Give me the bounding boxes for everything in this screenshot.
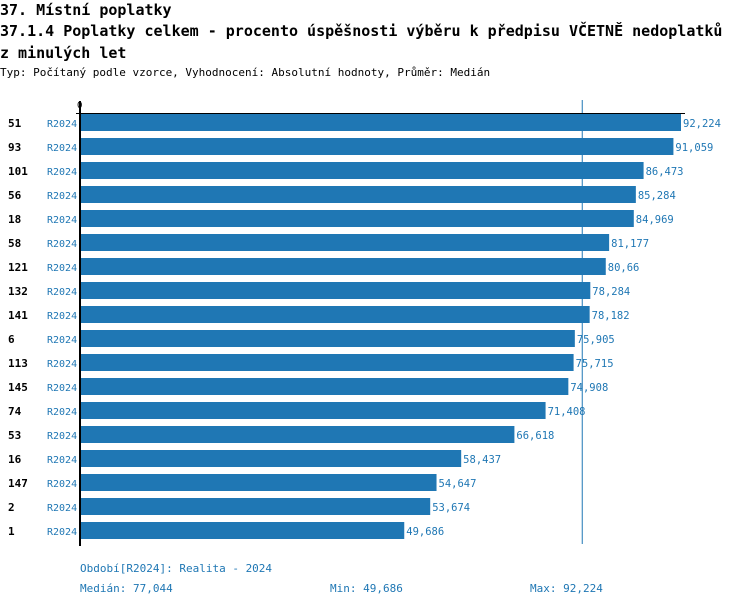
bar-18: [81, 210, 634, 227]
category-label: 113: [8, 357, 28, 370]
series-label: R2024: [47, 479, 77, 490]
bar-56: [81, 186, 636, 203]
bar-74: [81, 402, 546, 419]
bar-53: [81, 426, 515, 443]
category-label: 58: [8, 237, 21, 250]
value-label: 91,059: [675, 142, 713, 154]
value-label: 75,905: [577, 334, 615, 346]
category-label: 141: [8, 309, 28, 322]
bar-121: [81, 258, 606, 275]
series-label: R2024: [47, 143, 77, 154]
value-label: 92,224: [683, 118, 721, 130]
value-label: 85,284: [638, 190, 676, 202]
series-label: R2024: [47, 455, 77, 466]
chart-subtitle: Typ: Počítaný podle vzorce, Vyhodnocení:…: [0, 66, 491, 79]
bar-6: [81, 330, 575, 347]
series-label: R2024: [47, 431, 77, 442]
value-label: 78,182: [592, 310, 630, 322]
bar-147: [81, 474, 437, 491]
category-label: 2: [8, 501, 15, 514]
category-label: 147: [8, 477, 28, 490]
series-label: R2024: [47, 215, 77, 226]
bar-16: [81, 450, 462, 467]
footer-median: Medián: 77,044: [80, 582, 173, 595]
series-label: R2024: [47, 119, 77, 130]
bar-113: [81, 354, 574, 371]
category-label: 145: [8, 381, 28, 394]
value-label: 54,647: [439, 478, 477, 490]
series-label: R2024: [47, 287, 77, 298]
series-label: R2024: [47, 191, 77, 202]
value-label: 53,674: [432, 502, 470, 514]
series-label: R2024: [47, 167, 77, 178]
value-label: 58,437: [463, 454, 501, 466]
category-label: 121: [8, 261, 28, 274]
footer-max: Max: 92,224: [530, 582, 603, 595]
value-label: 75,715: [576, 358, 614, 370]
series-label: R2024: [47, 335, 77, 346]
value-label: 71,408: [548, 406, 586, 418]
value-label: 86,473: [646, 166, 684, 178]
footer-min: Min: 49,686: [330, 582, 403, 595]
category-label: 16: [8, 453, 22, 466]
series-label: R2024: [47, 263, 77, 274]
chart-title: 37.1.4 Poplatky celkem - procento úspěšn…: [0, 22, 723, 62]
series-label: R2024: [47, 503, 77, 514]
bar-1: [81, 522, 405, 539]
value-label: 80,66: [608, 262, 640, 274]
value-label: 74,908: [570, 382, 608, 394]
category-label: 56: [8, 189, 22, 202]
category-label: 1: [8, 525, 15, 538]
footer-period: Období[R2024]: Realita - 2024: [80, 562, 273, 575]
section-title: 37. Místní poplatky: [0, 1, 172, 19]
x-tick-label: 0: [77, 101, 82, 111]
bar-58: [81, 234, 610, 251]
series-label: R2024: [47, 407, 77, 418]
value-label: 49,686: [406, 526, 444, 538]
series-label: R2024: [47, 359, 77, 370]
category-label: 53: [8, 429, 21, 442]
category-label: 93: [8, 141, 21, 154]
category-label: 74: [8, 405, 22, 418]
series-label: R2024: [47, 527, 77, 538]
category-label: 6: [8, 333, 15, 346]
value-label: 84,969: [636, 214, 674, 226]
category-label: 132: [8, 285, 28, 298]
bar-93: [81, 138, 674, 155]
bar-101: [81, 162, 644, 179]
bar-141: [81, 306, 590, 323]
bar-132: [81, 282, 591, 299]
value-label: 81,177: [611, 238, 649, 250]
category-label: 101: [8, 165, 28, 178]
bar-2: [81, 498, 431, 515]
series-label: R2024: [47, 239, 77, 250]
category-label: 51: [8, 117, 22, 130]
value-label: 78,284: [592, 286, 630, 298]
bar-51: [81, 114, 681, 131]
bar-145: [81, 378, 569, 395]
category-label: 18: [8, 213, 21, 226]
series-label: R2024: [47, 311, 77, 322]
series-label: R2024: [47, 383, 77, 394]
value-label: 66,618: [516, 430, 554, 442]
